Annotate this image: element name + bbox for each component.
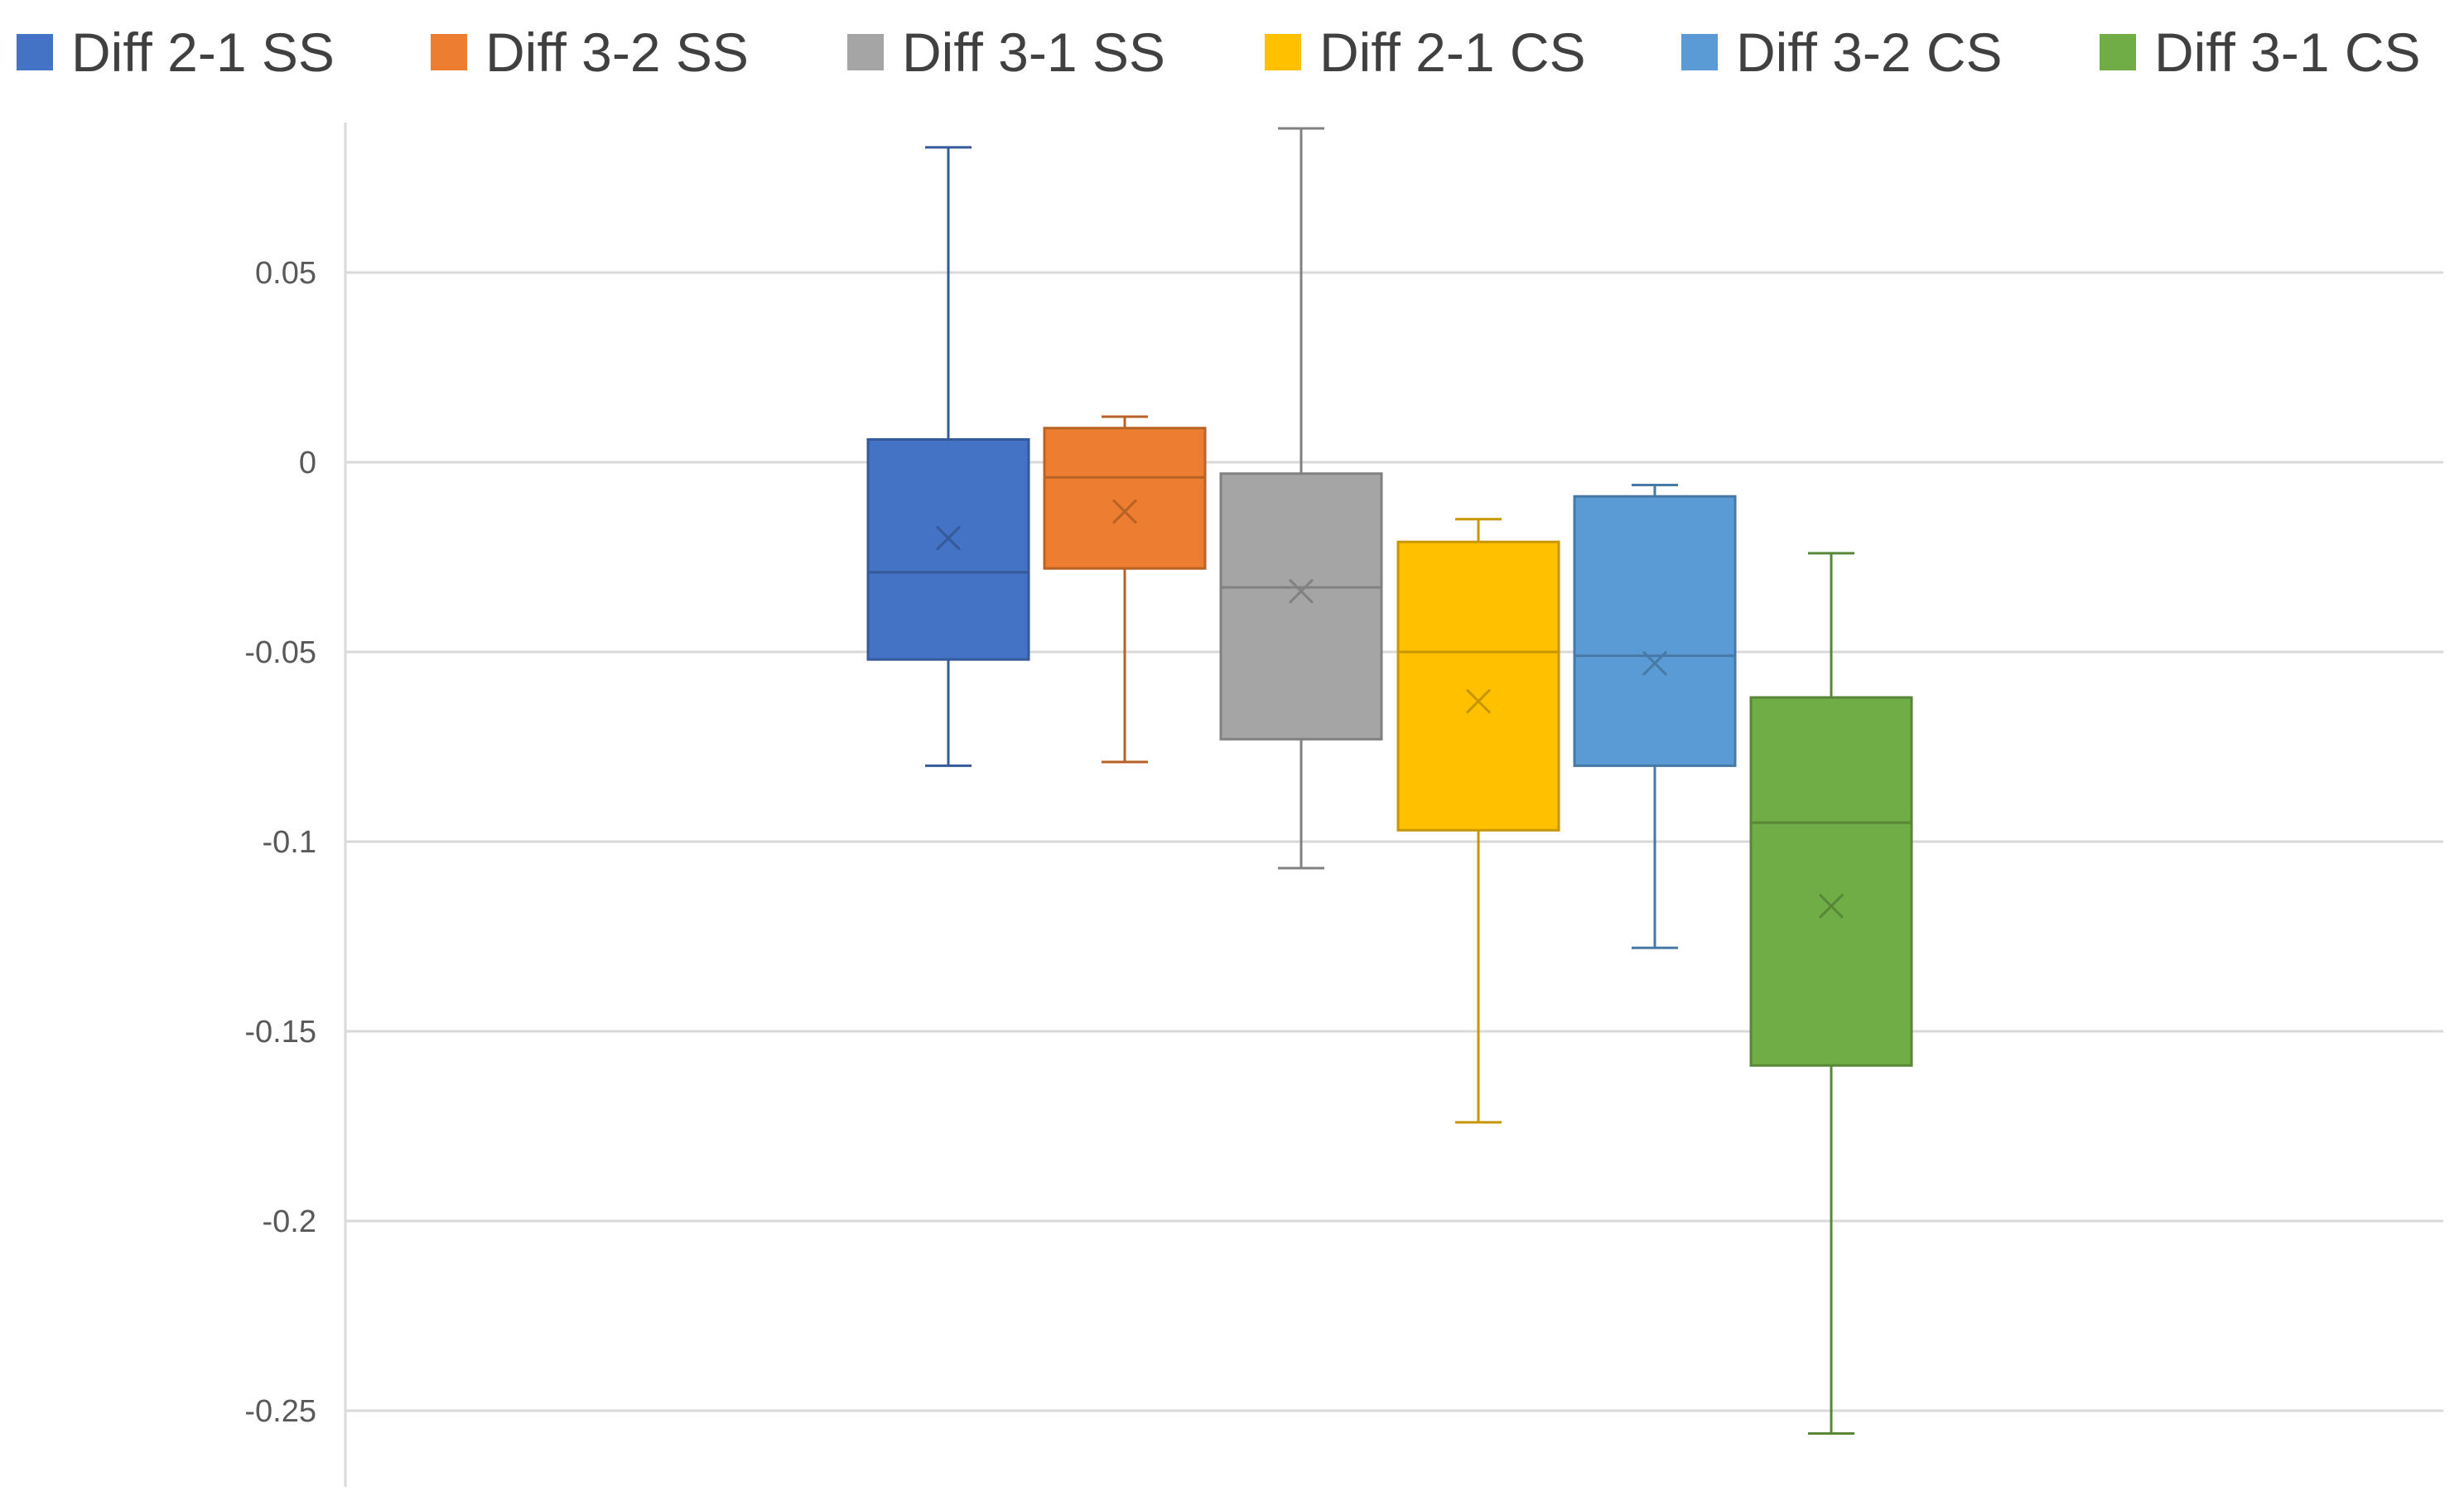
box-diff-3-2-ss [1043, 415, 1207, 764]
legend-label: Diff 3-2 CS [1736, 22, 2003, 83]
legend: Diff 2-1 SS Diff 3-2 SS Diff 3-1 SS Diff 2-… [0, 15, 2464, 89]
legend-item: Diff 3-2 CS [1681, 15, 2003, 89]
legend-label: Diff 2-1 CS [1319, 22, 1586, 83]
box-iqr [1219, 472, 1383, 741]
legend-swatch [431, 34, 467, 70]
mean-marker [1288, 578, 1314, 604]
legend-swatch [2100, 34, 2136, 70]
legend-swatch [1265, 34, 1301, 70]
legend-item: Diff 3-2 SS [431, 15, 749, 89]
legend-item: Diff 3-1 SS [847, 15, 1165, 89]
mean-marker [1111, 499, 1138, 524]
y-tick-label: -0.15 [244, 1015, 316, 1050]
box-diff-3-1-ss [1219, 127, 1383, 870]
box-diff-2-1-ss [866, 146, 1030, 767]
legend-swatch [1681, 34, 1718, 70]
box-diff-3-1-cs [1749, 552, 1913, 1435]
mean-marker [935, 525, 962, 551]
y-axis-ticks: 0.05 0 -0.05 -0.1 -0.15 -0.2 -0.25 [244, 256, 316, 1429]
legend-swatch [17, 34, 53, 70]
box-iqr [866, 438, 1030, 661]
box-diff-2-1-cs [1396, 518, 1560, 1124]
y-tick-label: -0.05 [244, 635, 316, 670]
legend-label: Diff 3-2 SS [485, 22, 749, 83]
box-diff-3-2-cs [1573, 483, 1737, 949]
y-tick-label: -0.1 [263, 825, 316, 860]
mean-marker [1818, 893, 1844, 919]
legend-label: Diff 2-1 SS [71, 22, 335, 83]
legend-item: Diff 2-1 SS [17, 15, 335, 89]
mean-marker [1465, 688, 1492, 714]
box-iqr [1396, 540, 1560, 832]
legend-label: Diff 3-1 CS [2154, 22, 2421, 83]
box-iqr [1573, 495, 1737, 767]
legend-label: Diff 3-1 SS [902, 22, 1165, 83]
boxes [866, 127, 1913, 1435]
y-tick-label: -0.25 [244, 1394, 316, 1429]
gridlines [345, 271, 2443, 1412]
box-iqr [1749, 696, 1913, 1067]
legend-swatch [847, 34, 884, 70]
y-tick-label: 0 [299, 446, 316, 480]
legend-item: Diff 3-1 CS [2100, 15, 2421, 89]
box-iqr [1043, 427, 1207, 570]
y-tick-label: 0.05 [255, 256, 316, 291]
y-tick-label: -0.2 [263, 1204, 316, 1239]
legend-item: Diff 2-1 CS [1265, 15, 1586, 89]
mean-marker [1642, 650, 1668, 676]
